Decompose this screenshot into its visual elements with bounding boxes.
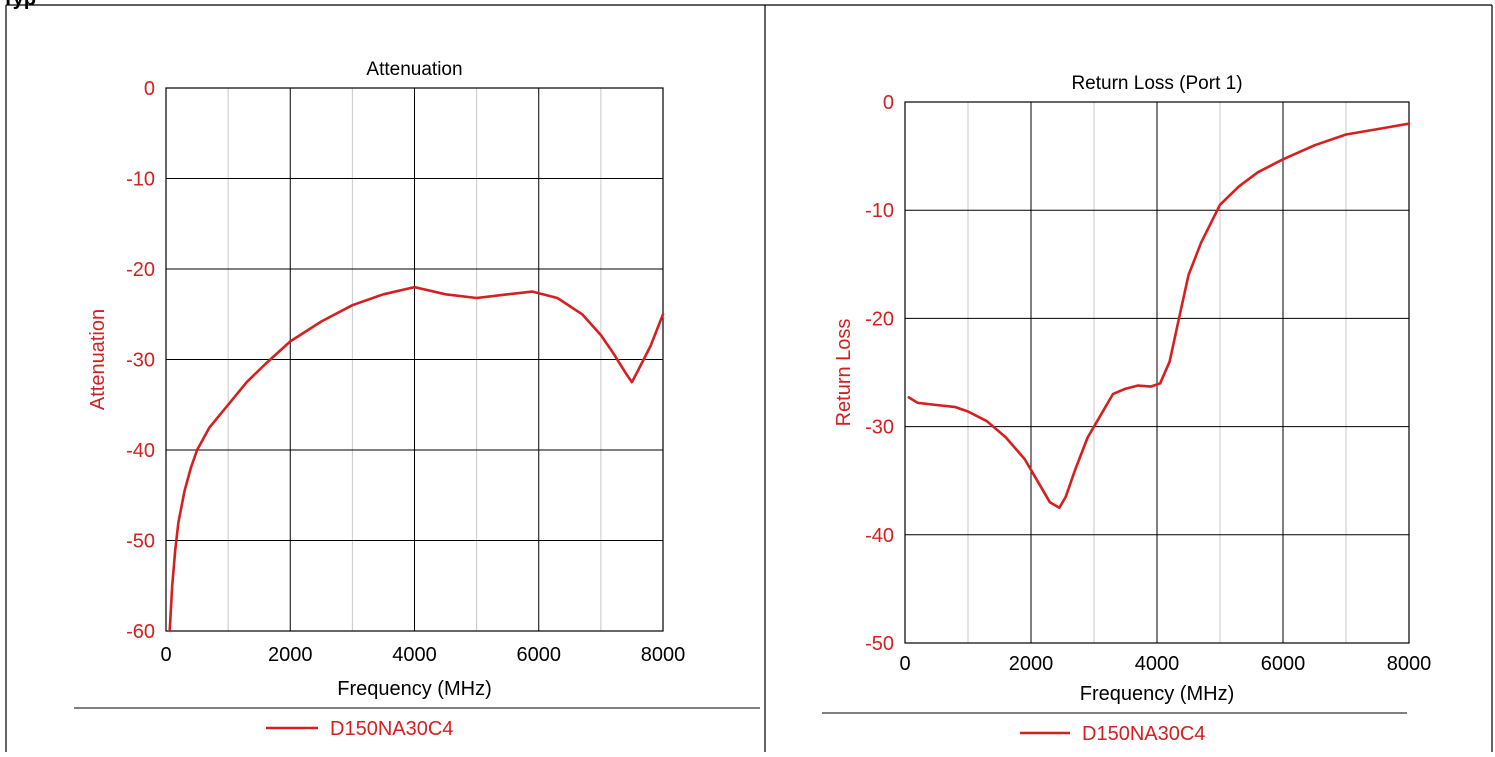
y-tick-label: -30: [126, 350, 155, 372]
x-tick-label: 8000: [1387, 653, 1432, 675]
x-tick-label: 0: [160, 644, 171, 666]
chart-2: 0-10-20-30-40-500 2000 4000 6000 8000Return …: [822, 73, 1431, 745]
y-tick-label: -20: [126, 259, 155, 281]
legend-label: D150NA30C4: [1082, 723, 1205, 745]
page-heading-cropped: Typ: [2, 0, 36, 11]
x-tick-label: 4000: [392, 644, 437, 666]
plot-area: [165, 87, 664, 632]
table-borders: [5, 4, 1493, 752]
y-tick-label: -20: [865, 308, 894, 330]
x-axis-label: Frequency (MHz): [1080, 683, 1234, 705]
y-tick-label: -30: [865, 417, 894, 439]
x-tick-label: 2000: [268, 644, 313, 666]
x-tick-label: 6000: [517, 644, 562, 666]
y-tick-label: 0: [144, 78, 155, 100]
chart-title: Return Loss (Port 1): [1071, 73, 1242, 94]
plot-area: [904, 101, 1410, 644]
y-tick-label: -10: [865, 200, 894, 222]
y-tick-label: -10: [126, 169, 155, 191]
legend-label: D150NA30C4: [330, 718, 453, 740]
y-tick-label: -50: [865, 633, 894, 655]
x-tick-label: 2000: [1009, 653, 1054, 675]
y-tick-label: -50: [126, 531, 155, 553]
x-tick-label: 0: [899, 653, 910, 675]
series-line: [907, 122, 1411, 510]
series-line: [168, 285, 665, 633]
y-tick-label: -40: [865, 525, 894, 547]
chart-1: 0-10-20-30-40-50-600 2000 4000 6000 8000Atte…: [74, 59, 760, 740]
y-tick-label: 0: [883, 92, 894, 114]
y-tick-label: -40: [126, 440, 155, 462]
y-axis-label: Return Loss: [833, 319, 855, 427]
x-tick-label: 6000: [1261, 653, 1306, 675]
y-tick-label: -60: [126, 621, 155, 643]
x-tick-label: 4000: [1135, 653, 1180, 675]
y-axis-label: Attenuation: [87, 309, 109, 410]
x-tick-label: 8000: [641, 644, 686, 666]
x-axis-label: Frequency (MHz): [337, 678, 491, 700]
chart-title: Attenuation: [366, 59, 462, 80]
